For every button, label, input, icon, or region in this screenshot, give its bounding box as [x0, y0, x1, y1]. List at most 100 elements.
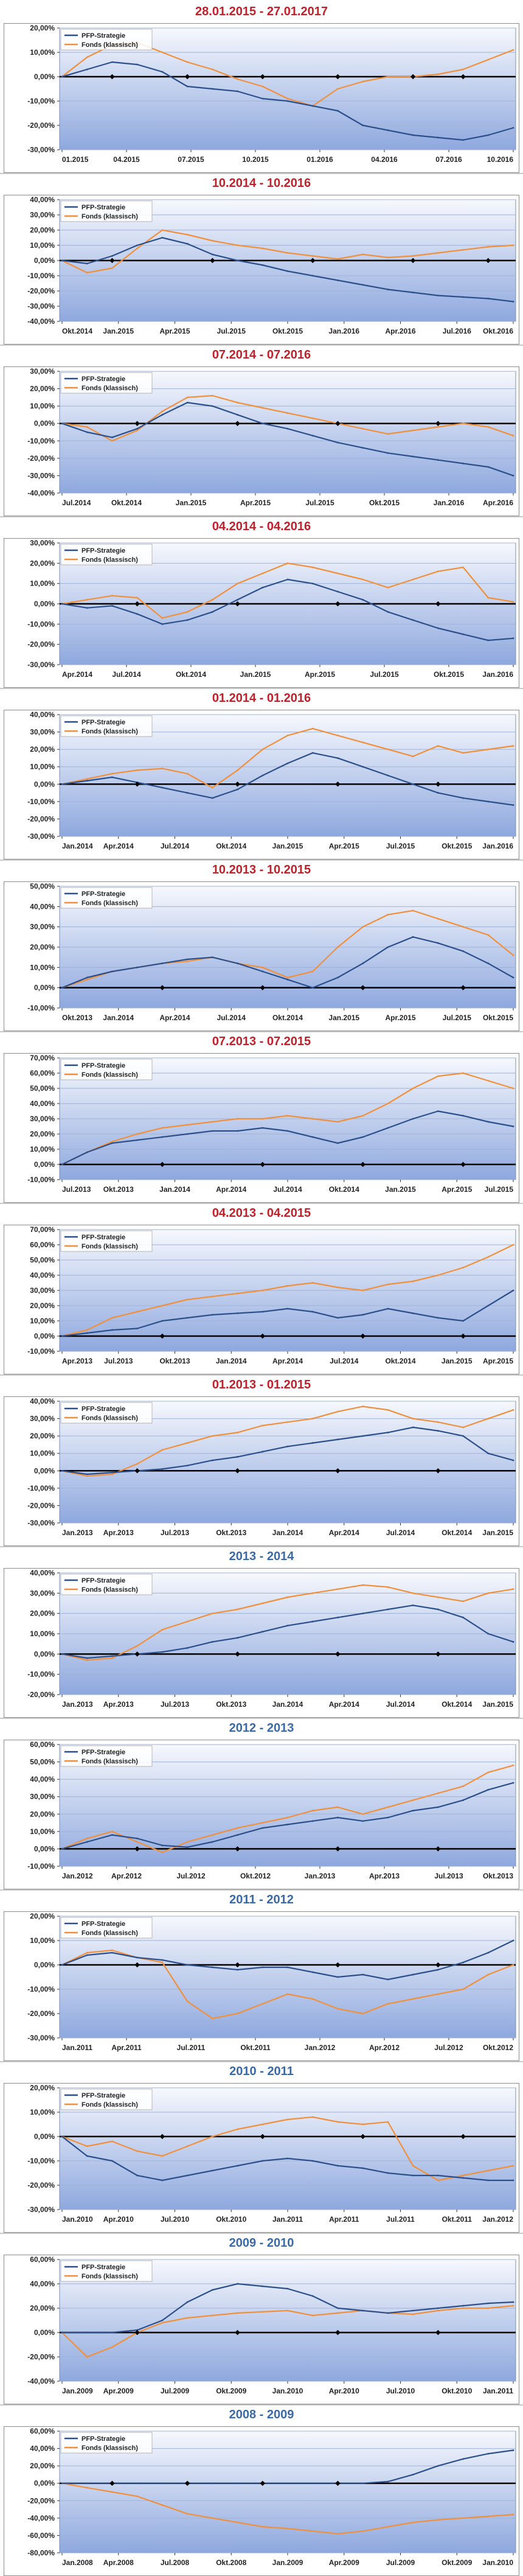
y-tick-label: -20,00% [27, 287, 55, 295]
data-point-fund [487, 748, 490, 751]
data-point-strategy [387, 129, 389, 131]
x-tick-label: Jan.2014 [159, 1185, 190, 1194]
y-tick-label: 10,00% [30, 1827, 55, 1836]
signal-marker [435, 782, 441, 787]
data-point-fund [262, 2311, 264, 2313]
data-point-fund [286, 976, 289, 979]
data-point-fund [437, 252, 439, 254]
legend-label-fund: Fonds (klassisch) [81, 2445, 138, 2452]
x-tick-label: Apr.2011 [111, 2043, 142, 2052]
signal-marker [410, 257, 416, 264]
data-point-strategy [362, 1612, 364, 1615]
data-point-fund [462, 249, 464, 251]
data-point-strategy [437, 1608, 439, 1611]
signal-marker [109, 74, 115, 80]
x-tick-label: Jan.2016 [482, 842, 513, 850]
data-point-fund [111, 1141, 113, 1143]
data-point-fund [437, 73, 439, 75]
y-tick-label: -30,00% [27, 832, 55, 841]
x-tick-label: Jan.2010 [482, 2558, 513, 2567]
y-tick-label: 0,00% [34, 780, 55, 788]
data-point-fund [186, 772, 189, 775]
data-point-strategy [311, 2482, 314, 2485]
data-point-strategy [412, 1973, 414, 1976]
data-point-strategy [211, 1459, 213, 1461]
x-tick-label: Apr.2015 [159, 327, 190, 335]
data-point-fund [161, 1851, 164, 1853]
data-point-fund [412, 429, 414, 432]
x-tick-label: Jan.2016 [482, 670, 513, 679]
data-point-strategy [136, 1328, 139, 1329]
legend-label-fund: Fonds (klassisch) [81, 1243, 138, 1250]
data-point-fund [462, 2307, 464, 2309]
data-point-strategy [111, 255, 113, 257]
data-point-fund [161, 51, 164, 54]
data-point-fund [362, 741, 364, 744]
legend-label-fund: Fonds (klassisch) [81, 2101, 138, 2109]
legend-label-strategy: PFP-Strategie [81, 32, 125, 40]
data-point-strategy [211, 797, 213, 799]
chart-title: 07.2014 - 07.2016 [212, 348, 311, 362]
y-tick-label: 20,00% [30, 2462, 55, 2470]
x-tick-label: Okt.2015 [442, 842, 472, 850]
data-point-strategy [186, 1317, 189, 1319]
data-point-strategy [161, 1959, 164, 1961]
data-point-strategy [311, 2160, 314, 2162]
data-point-fund [512, 1087, 514, 1090]
x-tick-label: Okt.2014 [216, 842, 246, 850]
data-point-fund [412, 1592, 414, 1594]
data-point-strategy [186, 1133, 189, 1135]
x-tick-label: Jan.2015 [176, 499, 207, 507]
data-point-fund [487, 2169, 490, 2172]
data-point-fund [262, 1424, 264, 1427]
legend: PFP-Strategie Fonds (klassisch) [60, 2088, 153, 2110]
legend: PFP-Strategie Fonds (klassisch) [60, 2260, 153, 2282]
panel-divider [0, 859, 523, 861]
data-point-fund [286, 412, 289, 414]
data-point-strategy [387, 2312, 389, 2314]
y-tick-label: 10,00% [30, 1936, 55, 1945]
data-point-strategy [136, 427, 139, 430]
data-point-strategy [161, 1651, 164, 1653]
y-tick-label: -40,00% [27, 2514, 55, 2522]
signal-marker [134, 1846, 140, 1852]
data-point-strategy [311, 1820, 314, 1822]
y-tick-label: -40,00% [27, 489, 55, 497]
x-tick-label: Okt.2009 [216, 2387, 246, 2395]
data-point-strategy [61, 1469, 63, 1472]
data-point-fund [437, 2519, 439, 2521]
data-point-fund [186, 2145, 189, 2147]
data-point-fund [86, 1837, 88, 1839]
y-tick-label: 20,00% [30, 1609, 55, 1618]
x-tick-label: Jan.2015 [442, 1357, 473, 1365]
data-point-fund [337, 946, 339, 948]
data-point-fund [136, 247, 139, 250]
chart-title: 28.01.2015 - 27.01.2017 [195, 5, 328, 18]
data-point-fund [86, 271, 88, 274]
signal-marker [184, 74, 190, 80]
data-point-strategy [237, 962, 238, 965]
data-point-strategy [186, 619, 189, 621]
data-point-fund [412, 1087, 414, 1090]
data-point-strategy [337, 441, 339, 444]
y-tick-label: 10,00% [30, 963, 55, 971]
chart-panel: 07.2014 - 07.2016 30,00% 20,00% 10,00% 0,00%… [4, 348, 519, 516]
data-point-fund [337, 2312, 339, 2314]
data-point-strategy [86, 262, 88, 265]
data-point-strategy [237, 1969, 238, 1971]
data-point-fund [387, 75, 389, 78]
data-point-strategy [161, 786, 164, 789]
x-tick-label: Jul.2013 [161, 1528, 190, 1537]
data-point-fund [111, 1317, 113, 1319]
data-point-strategy [437, 1317, 439, 1319]
y-tick-label: 20,00% [30, 1912, 55, 1920]
data-point-fund [412, 578, 414, 581]
data-point-fund [337, 2533, 339, 2535]
data-point-fund [487, 1973, 490, 1976]
data-point-strategy [286, 2157, 289, 2160]
data-point-fund [86, 1659, 88, 1661]
legend: PFP-Strategie Fonds (klassisch) [60, 1745, 153, 1767]
data-point-strategy [512, 804, 514, 806]
data-point-strategy [412, 1312, 414, 1314]
x-tick-label: Apr.2015 [305, 670, 335, 679]
